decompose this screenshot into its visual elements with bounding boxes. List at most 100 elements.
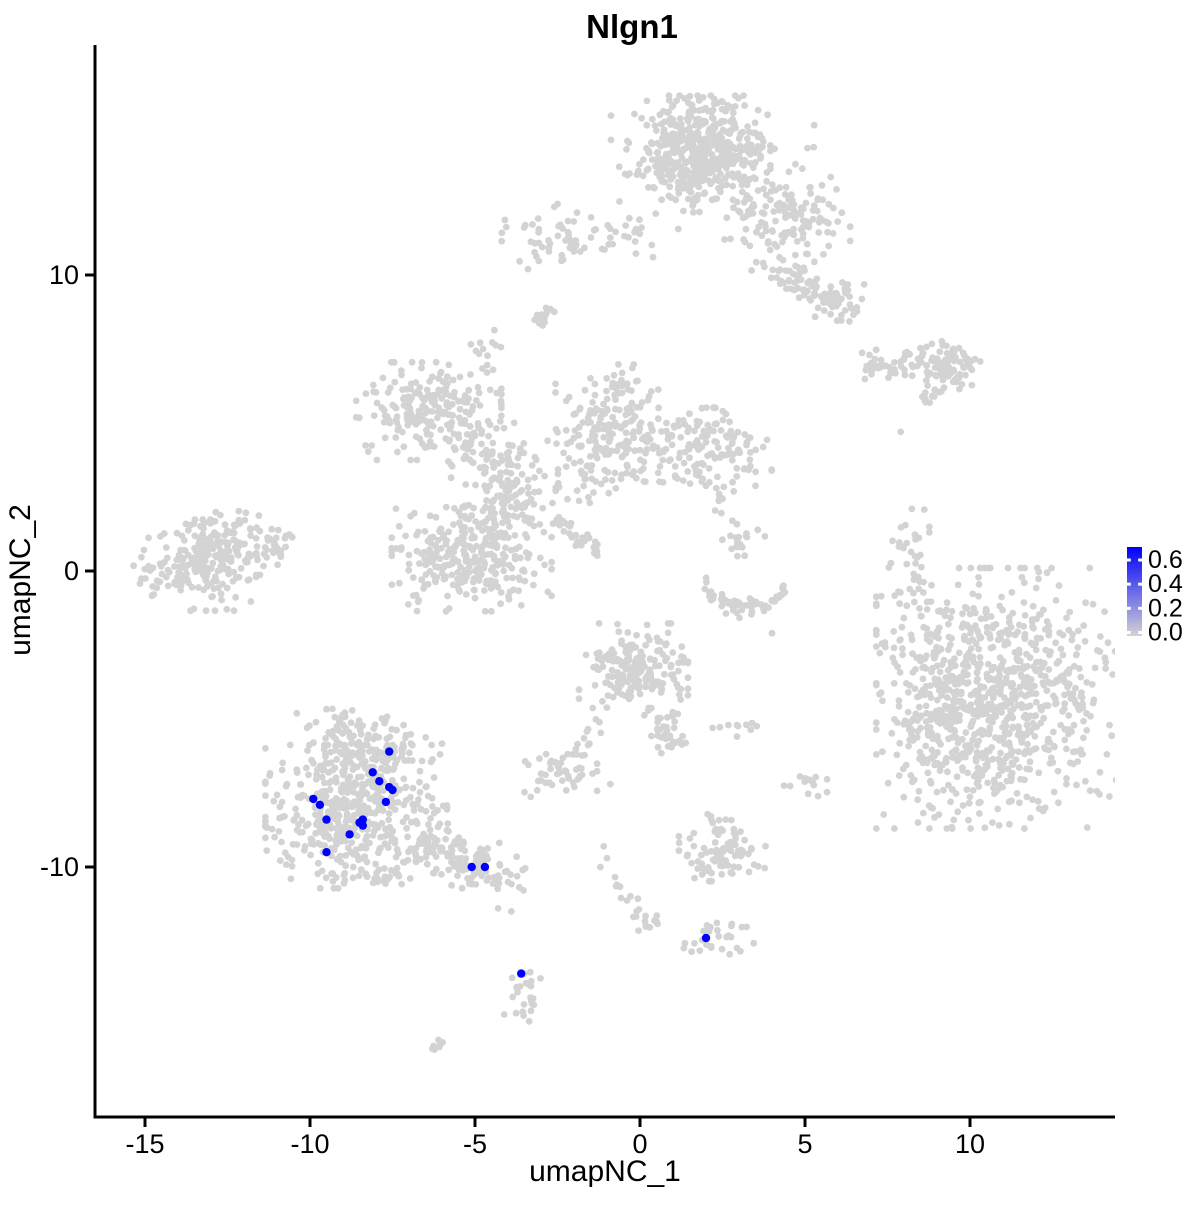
cell-point	[707, 588, 715, 595]
cell-point	[812, 284, 819, 292]
cell-point	[502, 544, 509, 552]
cell-point	[494, 885, 502, 893]
cell-point	[1059, 631, 1067, 639]
cell-point	[763, 169, 771, 176]
cell-point	[341, 763, 349, 771]
cell-point	[581, 470, 589, 478]
cell-point	[465, 880, 473, 888]
cell-point	[590, 409, 598, 417]
cell-point	[573, 487, 581, 494]
cell-point	[527, 982, 535, 990]
cell-point	[612, 405, 619, 413]
cell-point	[347, 848, 355, 856]
cell-point	[911, 685, 919, 693]
cell-point	[138, 575, 145, 583]
cell-point	[552, 380, 559, 388]
cell-point	[608, 673, 616, 681]
cell-point	[677, 696, 685, 703]
cell-point	[377, 833, 385, 841]
cell-point	[797, 211, 805, 218]
cell-point	[156, 578, 164, 586]
cell-point	[738, 188, 746, 196]
x-tick-label: -5	[463, 1129, 487, 1159]
cell-point	[271, 541, 279, 549]
cell-point	[673, 680, 681, 688]
cell-point	[999, 783, 1006, 791]
cell-point	[606, 780, 614, 788]
cell-point	[498, 412, 505, 420]
cell-point	[433, 837, 441, 844]
cell-point	[329, 766, 337, 774]
cell-point	[872, 719, 880, 727]
cell-point	[979, 754, 987, 762]
cell-point	[645, 392, 653, 400]
cell-point	[495, 839, 503, 847]
cell-point	[969, 590, 977, 598]
cell-point	[238, 540, 246, 548]
cell-point	[516, 257, 523, 265]
cell-point	[948, 703, 956, 710]
cell-point	[654, 469, 662, 477]
cell-point	[428, 741, 435, 749]
gray-points-layer	[130, 92, 1115, 1053]
cell-point	[741, 102, 748, 109]
cell-point	[1046, 760, 1054, 767]
cell-point	[1007, 683, 1015, 691]
cell-point	[995, 703, 1003, 711]
cell-point	[823, 775, 831, 783]
cell-point	[1035, 575, 1042, 583]
cell-point	[971, 355, 979, 363]
cell-point	[469, 459, 477, 467]
cell-point	[427, 539, 435, 547]
cell-point	[671, 463, 679, 470]
cell-point	[793, 238, 801, 245]
cell-point	[641, 711, 648, 719]
cell-point	[573, 538, 581, 545]
cell-point	[1072, 684, 1079, 692]
cell-point	[627, 688, 635, 695]
cell-point	[1111, 647, 1115, 655]
cell-point	[417, 840, 425, 847]
cell-point	[530, 522, 538, 530]
cell-point	[603, 375, 611, 382]
cell-point	[604, 221, 612, 229]
cell-point	[392, 853, 400, 861]
cell-point	[683, 852, 691, 860]
cell-point	[538, 243, 546, 251]
cell-point	[323, 705, 330, 713]
cell-point	[615, 163, 623, 171]
cell-point	[471, 567, 479, 575]
cell-point	[358, 780, 366, 788]
cell-point	[900, 793, 908, 801]
cell-point	[428, 553, 436, 561]
cell-point	[448, 881, 455, 889]
cell-point	[400, 443, 408, 451]
cell-point	[312, 718, 320, 726]
cell-point	[879, 697, 886, 705]
cell-point	[520, 440, 528, 447]
cell-point	[503, 574, 511, 582]
cell-point	[936, 365, 943, 373]
cell-point	[436, 820, 444, 828]
cell-point	[701, 433, 709, 441]
cell-point	[500, 567, 508, 575]
cell-point	[562, 768, 570, 776]
cell-point	[489, 567, 496, 575]
cell-point	[1050, 679, 1058, 687]
cell-point	[639, 172, 647, 180]
cell-point	[398, 880, 405, 888]
cell-point	[426, 512, 434, 520]
cell-point	[786, 195, 793, 203]
cell-point	[990, 663, 998, 671]
cell-point	[514, 988, 521, 996]
cell-point	[948, 350, 955, 358]
cell-point	[838, 311, 845, 319]
cell-point	[951, 655, 958, 663]
cell-point	[468, 406, 476, 414]
cell-point	[728, 870, 736, 877]
cell-point	[1055, 799, 1062, 807]
cell-point	[603, 387, 610, 395]
cell-point	[204, 569, 211, 577]
cell-point	[697, 139, 704, 146]
cell-point	[691, 148, 698, 156]
